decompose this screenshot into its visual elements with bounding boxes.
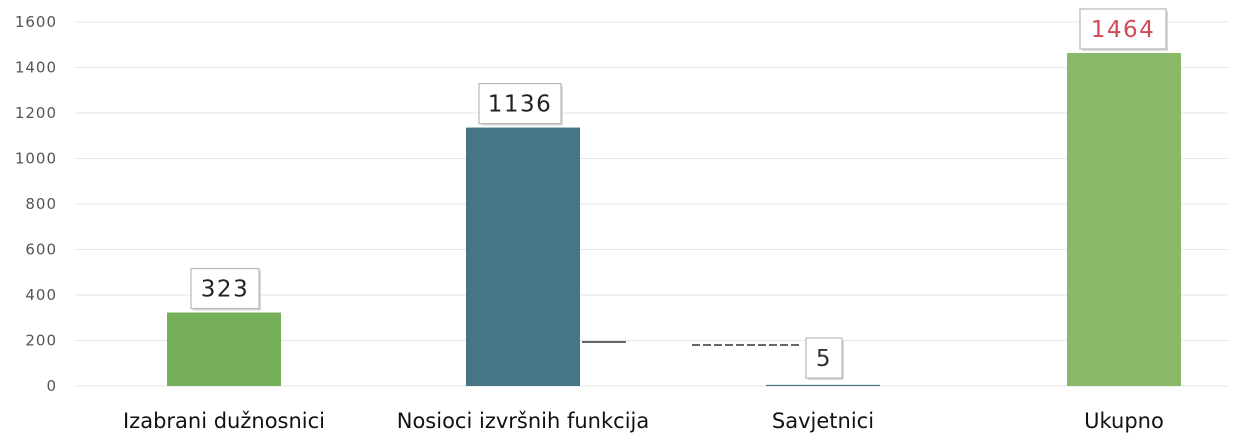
- bar-4: [1067, 52, 1181, 386]
- y-tick-label: 0: [46, 377, 57, 395]
- y-tick-label: 1000: [15, 150, 57, 168]
- data-label: 1464: [1091, 17, 1156, 43]
- data-label: 5: [816, 346, 832, 372]
- data-label-box: [805, 337, 843, 379]
- x-category-label: Izabrani dužnosnici: [123, 409, 325, 433]
- bar-3: [766, 384, 880, 386]
- data-label-box: [190, 267, 260, 310]
- x-axis: Izabrani dužnosnici Nosioci izvršnih funk…: [123, 409, 1164, 433]
- y-tick-label: 600: [25, 241, 57, 259]
- bar-1: [167, 312, 281, 386]
- x-category-label: Ukupno: [1084, 409, 1164, 433]
- y-tick-label: 1200: [15, 104, 57, 122]
- y-tick-label: 400: [25, 286, 57, 304]
- bars: [167, 52, 1181, 386]
- x-category-label: Nosioci izvršnih funkcija: [397, 409, 649, 433]
- data-labels: 323 1136 5 1464: [190, 8, 1168, 380]
- data-label-box: [1079, 8, 1167, 50]
- y-tick-label: 1400: [15, 59, 57, 77]
- y-axis: 0 200 400 600 800 1000 1200 1400 1600: [15, 13, 57, 395]
- bar-2: [466, 127, 580, 386]
- data-label: 1136: [488, 92, 553, 118]
- y-tick-label: 800: [25, 195, 57, 213]
- y-tick-label: 1600: [15, 13, 57, 31]
- x-category-label: Savjetnici: [772, 409, 874, 433]
- data-label-box: [478, 82, 562, 125]
- data-label: 323: [201, 277, 249, 303]
- y-tick-label: 200: [25, 332, 57, 350]
